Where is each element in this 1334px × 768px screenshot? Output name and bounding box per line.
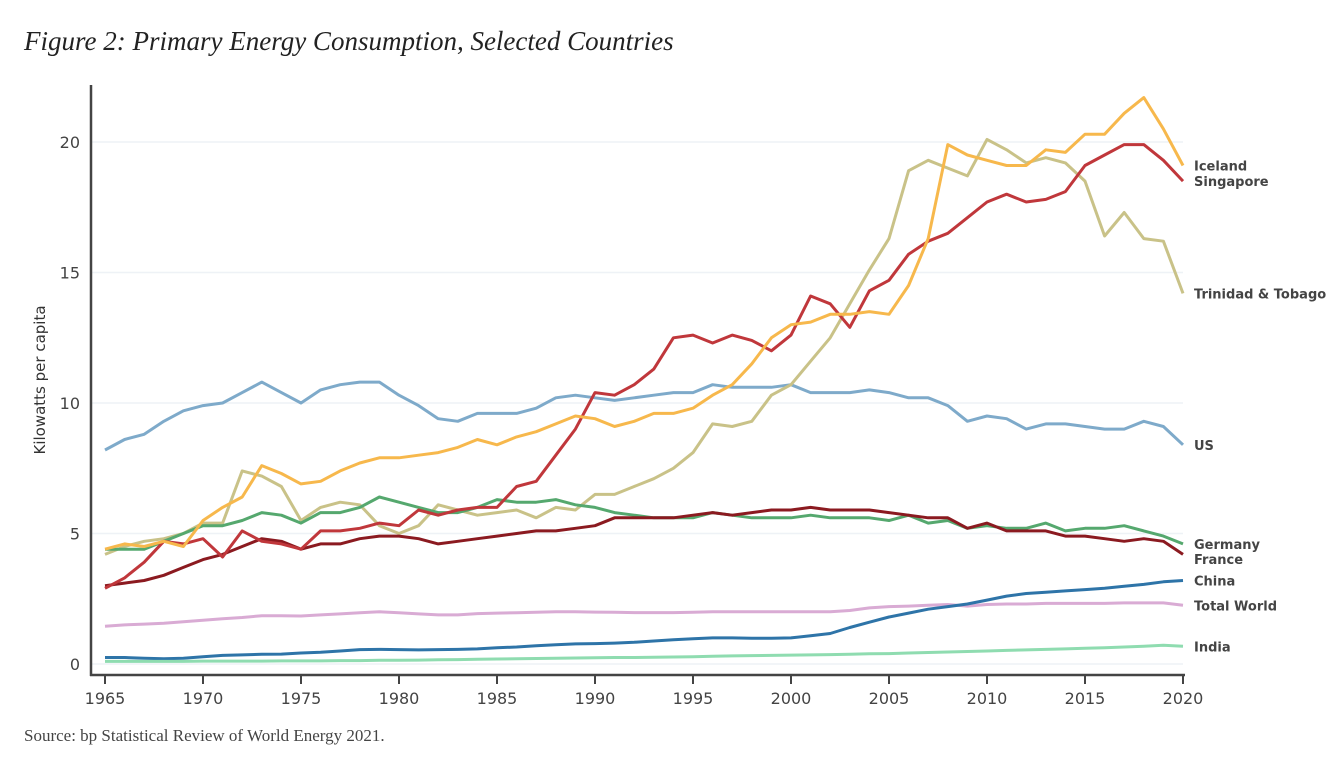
y-tick-label: 0 xyxy=(70,655,80,674)
series-end-label: Total World xyxy=(1194,599,1277,614)
series-line-france xyxy=(104,505,1184,588)
x-tick-label: 2005 xyxy=(869,689,910,708)
series-line-india xyxy=(105,643,1184,663)
series-end-label: Trinidad & Tobago xyxy=(1194,287,1326,302)
series-end-label: US xyxy=(1194,439,1214,454)
x-tick-label: 1975 xyxy=(281,689,322,708)
chart-title: Figure 2: Primary Energy Consumption, Se… xyxy=(24,26,674,56)
x-tick-label: 1995 xyxy=(673,689,714,708)
x-tick-label: 1980 xyxy=(379,689,420,708)
x-tick-label: 1970 xyxy=(183,689,224,708)
series-end-label: Singapore xyxy=(1194,175,1269,190)
series-end-label: China xyxy=(1194,574,1235,589)
series-line-total-world xyxy=(104,601,1184,628)
series-line-trinidad-tobago xyxy=(104,137,1185,556)
series-line-singapore xyxy=(104,143,1185,590)
x-tick-label: 1965 xyxy=(85,689,126,708)
y-axis-label: Kilowatts per capita xyxy=(31,305,49,454)
x-tick-label: 1990 xyxy=(575,689,616,708)
gridlines xyxy=(92,141,1183,665)
series-line-china xyxy=(105,579,1184,661)
x-tick-label: 2010 xyxy=(967,689,1008,708)
series-line-iceland xyxy=(104,96,1185,551)
y-tick-label: 15 xyxy=(60,264,80,283)
series-line-us xyxy=(104,380,1185,452)
series-end-label: India xyxy=(1194,640,1231,655)
series-lines xyxy=(104,96,1185,663)
x-tick-label: 1985 xyxy=(477,689,518,708)
series-end-label: Iceland xyxy=(1194,159,1247,174)
x-tick-label: 2000 xyxy=(771,689,812,708)
axes: 0 5 10 15 20 1965 1970 1975 1980 1985 1990 1995 2000… xyxy=(60,85,1204,708)
y-tick-label: 5 xyxy=(70,525,80,544)
x-tick-label: 2020 xyxy=(1163,689,1204,708)
y-tick-label: 20 xyxy=(60,133,80,152)
x-tick-label: 2015 xyxy=(1065,689,1106,708)
y-tick-label: 10 xyxy=(60,394,80,413)
series-end-label: France xyxy=(1194,553,1243,568)
source-note: Source: bp Statistical Review of World E… xyxy=(24,726,385,745)
series-end-label: Germany xyxy=(1194,538,1260,553)
